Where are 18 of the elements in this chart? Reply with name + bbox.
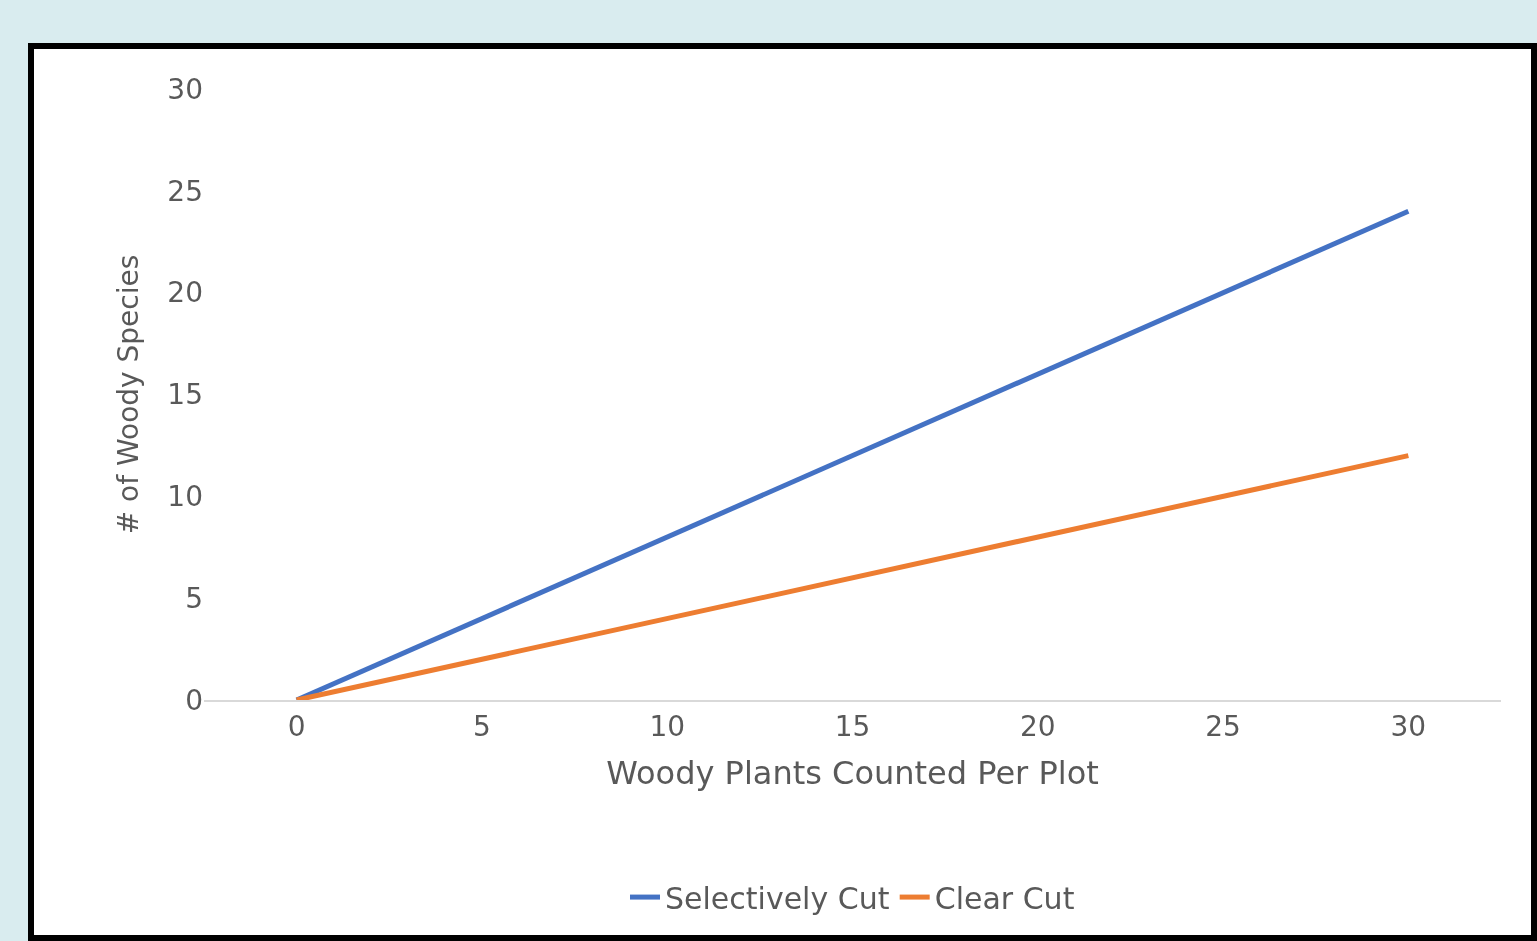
- x-tick-label: 10: [649, 709, 686, 743]
- y-tick-label: 5: [185, 581, 203, 615]
- x-tick-label: 20: [1019, 709, 1056, 743]
- x-tick-label: 0: [287, 709, 306, 743]
- y-tick-label: 10: [167, 480, 203, 514]
- y-tick-label: 20: [167, 276, 203, 310]
- x-tick-label: 15: [834, 709, 871, 743]
- y-tick-label: 0: [185, 683, 203, 717]
- y-tick-label: 25: [167, 174, 203, 208]
- legend-label: Clear Cut: [934, 880, 1075, 916]
- x-tick-label: 5: [473, 709, 491, 743]
- y-tick-label: 30: [167, 72, 203, 106]
- x-tick-label: 25: [1205, 709, 1241, 743]
- y-axis-title: # of Woody Species: [112, 254, 146, 535]
- x-axis-title: Woody Plants Counted Per Plot: [606, 754, 1099, 792]
- y-tick-label: 15: [167, 378, 203, 412]
- x-tick-label: 30: [1390, 709, 1427, 743]
- legend-label: Selectively Cut: [665, 880, 890, 916]
